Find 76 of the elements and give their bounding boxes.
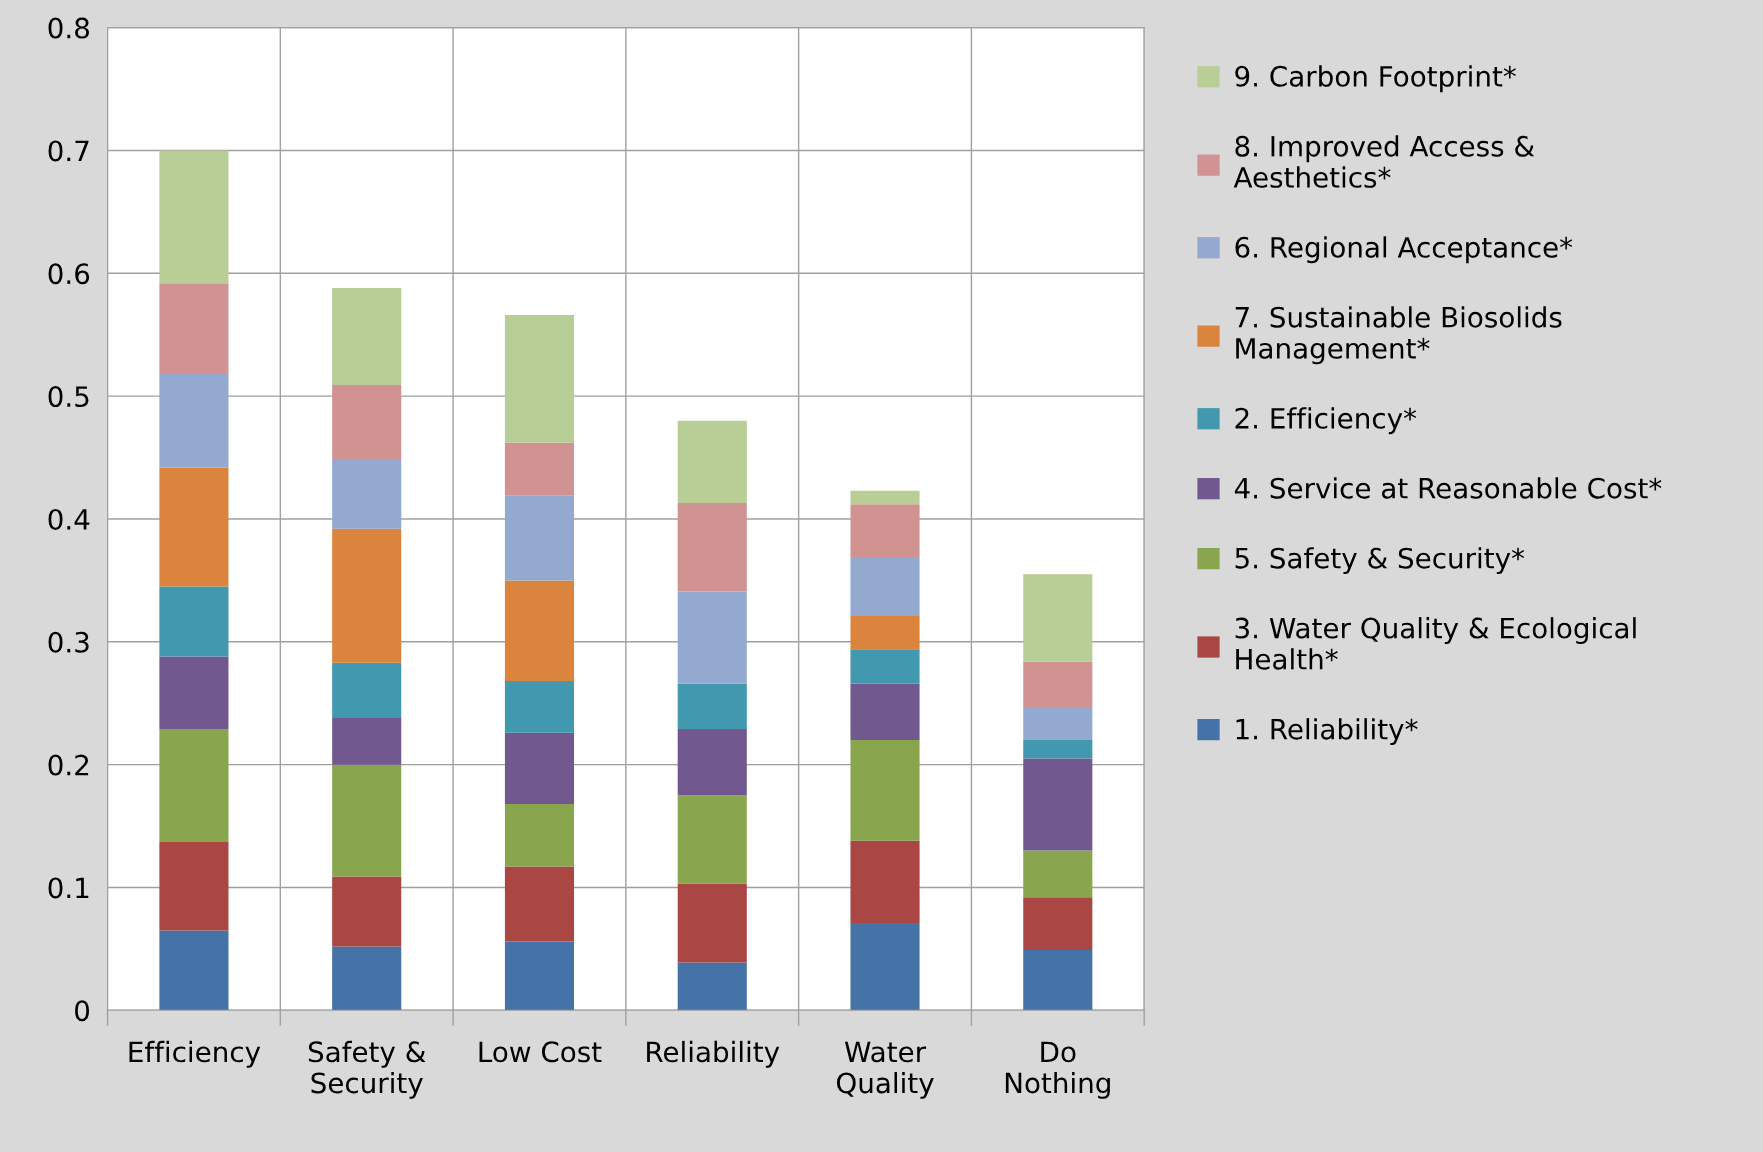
bar: [677, 503, 747, 592]
bar: [159, 656, 229, 730]
bar: [159, 467, 229, 587]
bar: [850, 683, 920, 741]
bar: [332, 876, 402, 947]
y-tick-label: 0.6: [48, 263, 90, 285]
legend-label: 4. Service at Reasonable Cost*: [1234, 477, 1662, 499]
bar: [677, 683, 747, 730]
legend-label: 1. Reliability*: [1236, 718, 1418, 746]
y-tick-label: 0.3: [48, 631, 89, 653]
bar: [504, 315, 575, 443]
bar: [677, 591, 747, 684]
bar: [332, 385, 402, 461]
x-tick-label: Reliability: [647, 1040, 780, 1068]
y-tick-label: 0: [75, 1000, 90, 1022]
bar: [332, 946, 402, 1011]
x-tick-label: Low Cost: [479, 1041, 602, 1063]
bar: [1023, 740, 1093, 759]
bar: [504, 803, 575, 867]
bar: [1023, 661, 1093, 707]
bar: [504, 941, 575, 1011]
bar: [850, 557, 920, 617]
bar: [504, 580, 575, 682]
bar: [332, 662, 402, 718]
bar: [159, 150, 229, 284]
bar: [677, 795, 747, 884]
bar: [1023, 574, 1093, 662]
bar: [159, 283, 229, 375]
bar: [677, 962, 747, 1011]
bar: [159, 729, 229, 843]
bar: [159, 586, 229, 657]
bar: [332, 528, 402, 663]
x-tick-label: Do Nothing: [1005, 1041, 1110, 1099]
legend-label: 6. Regional Acceptance*: [1235, 236, 1573, 264]
bar: [1023, 897, 1093, 951]
x-tick-label: Water Quality: [836, 1041, 934, 1099]
legend-label: 8. Improved Access & Aesthetics*: [1233, 135, 1535, 188]
bar: [504, 866, 575, 942]
legend-label: 7. Sustainable Biosolids Management*: [1235, 306, 1562, 365]
bar: [677, 420, 747, 504]
x-tick-label: Efficiency: [129, 1040, 261, 1068]
legend-label: 2. Efficiency*: [1235, 407, 1417, 435]
bar: [504, 732, 575, 804]
bar: [332, 764, 402, 877]
bar: [504, 442, 575, 496]
bar: [332, 288, 402, 386]
bar: [850, 840, 920, 924]
bar: [159, 374, 229, 468]
bar: [850, 649, 920, 684]
x-tick-label: Safety & Security: [308, 1040, 426, 1099]
y-tick-label: 0.5: [48, 386, 89, 408]
legend-label: 9. Carbon Footprint*: [1235, 65, 1516, 93]
y-tick-label: 0.4: [48, 508, 90, 530]
bar: [850, 490, 920, 505]
y-tick-label: 0.2: [48, 754, 89, 776]
y-tick-label: 0.1: [48, 877, 89, 899]
bar: [850, 504, 920, 558]
bar: [159, 930, 229, 1011]
y-tick-label: 0.8: [48, 17, 89, 39]
legend-label: 5. Safety & Security*: [1235, 547, 1525, 575]
bar: [677, 883, 747, 963]
bar: [850, 923, 920, 1011]
bar: [1023, 950, 1093, 1011]
legend-label: 3. Water Quality & Ecological Health*: [1235, 617, 1636, 670]
y-tick-label: 0.7: [48, 140, 89, 162]
bar: [850, 740, 920, 841]
bar: [332, 717, 402, 765]
bar: [677, 729, 747, 796]
bar: [1023, 706, 1093, 741]
bar: [504, 495, 575, 581]
bar: [1023, 758, 1093, 851]
bar: [850, 616, 920, 650]
bar: [1023, 850, 1093, 898]
bar: [504, 681, 575, 733]
bar: [332, 460, 402, 529]
bar: [159, 842, 229, 931]
